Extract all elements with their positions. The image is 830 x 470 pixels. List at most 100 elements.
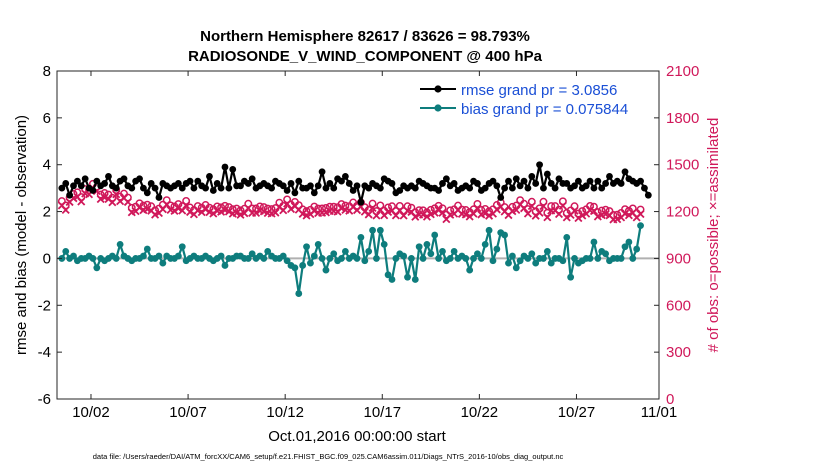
bias-series — [58, 222, 644, 297]
obs-assimilated-marker — [372, 211, 381, 220]
x-tick-label: 10/07 — [169, 404, 207, 421]
obs-possible-marker — [213, 202, 222, 211]
bias-point — [625, 238, 633, 246]
rmse-point — [66, 191, 74, 199]
y-tick-label-right: 1200 — [666, 204, 699, 221]
obs-assimilated-marker — [135, 203, 144, 212]
rmse-point — [532, 180, 540, 187]
obs-assimilated-marker — [279, 206, 288, 215]
bias-point — [637, 222, 644, 230]
bias-point — [392, 255, 400, 262]
rmse-point — [590, 184, 598, 192]
obs-assimilated-marker — [252, 208, 261, 218]
bias-point — [481, 240, 489, 248]
rmse-point — [70, 182, 77, 190]
bias-point — [155, 252, 163, 260]
y-tick-label-right: 300 — [666, 344, 691, 361]
rmse-point — [474, 180, 481, 187]
legend-rmse-marker — [434, 85, 442, 93]
bias-point — [388, 276, 396, 283]
rmse-point — [353, 182, 361, 190]
bias-point — [435, 255, 442, 262]
plot-area — [56, 70, 660, 400]
obs-assimilated-marker — [554, 210, 564, 219]
obs-possible-marker — [236, 206, 245, 215]
bias-point — [528, 250, 536, 258]
obs-assimilated-marker — [411, 212, 420, 221]
obs-assimilated-marker — [271, 208, 280, 217]
bias-point — [485, 226, 493, 234]
chart-title-line1: Northern Hemisphere 82617 / 83626 = 98.7… — [200, 28, 530, 45]
obs-assimilated-marker — [61, 205, 70, 215]
bias-point — [361, 257, 369, 265]
obs-possible-marker — [224, 203, 233, 211]
bias-point — [547, 259, 555, 267]
bias-point — [384, 271, 392, 279]
bias-point — [330, 250, 338, 258]
bias-point — [423, 240, 431, 248]
obs-assimilated-marker — [170, 206, 179, 215]
rmse-point — [283, 187, 291, 194]
bias-point — [279, 252, 287, 260]
obs-possible-marker — [96, 190, 105, 199]
obs-possible-marker — [217, 203, 226, 212]
legend-rmse-label: rmse grand pr = 3.0856 — [461, 82, 617, 99]
obs-assimilated-marker — [178, 206, 187, 215]
bias-point — [380, 240, 388, 248]
obs-possible-marker — [547, 202, 556, 211]
obs-possible-marker — [628, 204, 637, 213]
bias-point — [446, 255, 454, 262]
obs-possible-marker — [395, 201, 404, 210]
obs-possible-marker — [139, 201, 148, 210]
bias-point — [143, 245, 151, 253]
obs-possible-marker — [302, 207, 311, 216]
rmse-point — [439, 180, 446, 187]
rmse-point — [512, 175, 520, 183]
x-tick-label: 10/27 — [558, 404, 596, 421]
rmse-point — [520, 177, 528, 185]
x-axis-label: Oct.01,2016 00:00:00 start — [268, 428, 446, 445]
y-axis-label-left: rmse and bias (model - observation) — [13, 115, 30, 355]
rmse-point — [528, 173, 536, 180]
rmse-point — [221, 163, 229, 171]
bias-point — [431, 231, 439, 239]
bias-point — [505, 259, 512, 267]
rmse-point — [237, 182, 244, 190]
obs-possible-marker — [636, 205, 645, 214]
obs-assimilated-marker — [527, 202, 536, 211]
bias-point — [501, 231, 509, 239]
obs-assimilated-marker — [558, 201, 567, 210]
obs-possible-marker — [384, 203, 393, 212]
bias-point — [260, 255, 268, 262]
bias-point — [322, 266, 330, 274]
bias-point — [508, 252, 516, 260]
rmse-point — [481, 184, 489, 192]
bias-point — [532, 259, 540, 267]
bias-point — [248, 250, 256, 258]
obs-possible-marker — [228, 205, 237, 214]
y-axis-label-right: # of obs: o=possible; ×=assimilated — [705, 118, 722, 353]
bias-point — [621, 243, 629, 251]
rmse-point — [101, 180, 108, 187]
rmse-point — [551, 184, 559, 192]
obs-assimilated-marker — [543, 213, 552, 222]
rmse-point — [140, 184, 147, 192]
rmse-point — [209, 187, 217, 194]
rmse-point — [186, 177, 194, 185]
obs-possible-marker — [252, 204, 260, 213]
rmse-point — [202, 184, 209, 192]
obs-assimilated-marker — [539, 202, 548, 211]
obs-assimilated-marker — [112, 190, 121, 199]
bias-point — [540, 255, 547, 262]
obs-assimilated-marker — [310, 206, 319, 215]
rmse-point — [295, 177, 303, 185]
obs-possible-marker — [578, 207, 587, 216]
rmse-point — [602, 180, 609, 187]
obs-assimilated-marker — [174, 204, 183, 213]
bias-point — [62, 248, 70, 255]
rmse-point — [594, 177, 602, 185]
rmse-point — [582, 182, 590, 190]
rmse-point — [120, 175, 128, 183]
obs-assimilated-marker — [562, 213, 571, 222]
